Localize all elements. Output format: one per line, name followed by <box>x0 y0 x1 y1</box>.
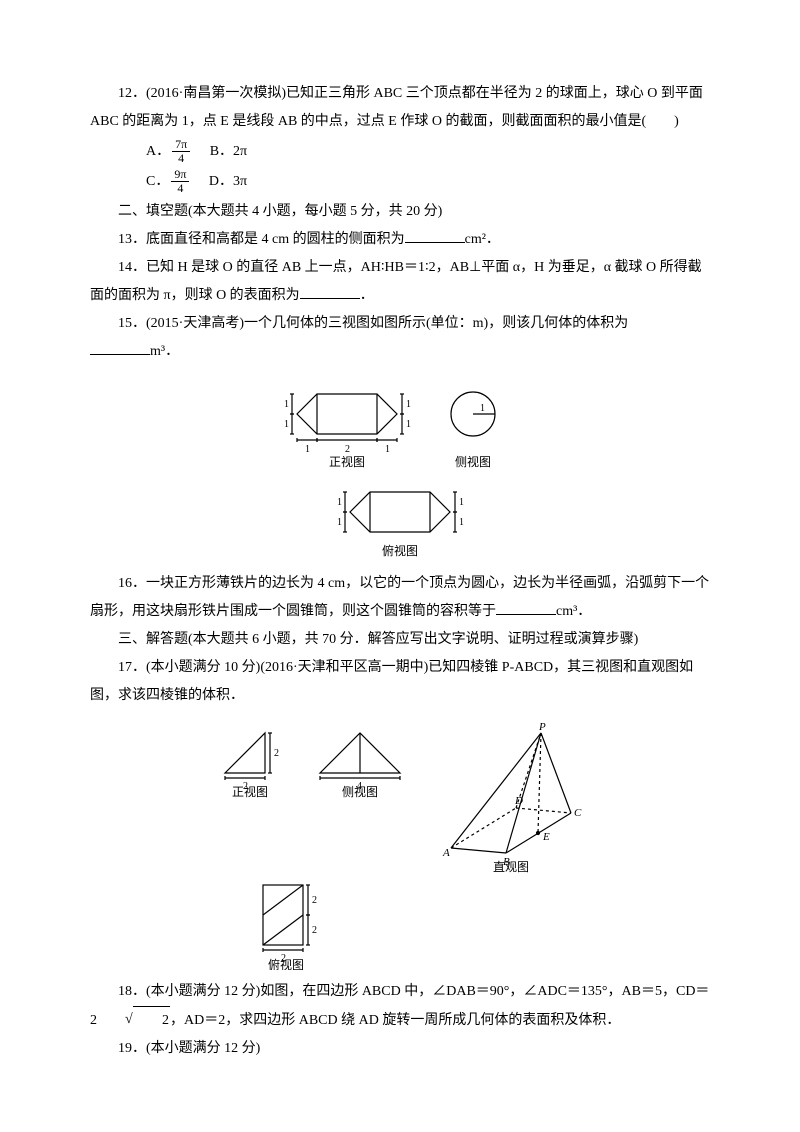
svg-text:俯视图: 俯视图 <box>268 957 304 970</box>
fig17-side-icon: 4 侧视图 <box>305 718 415 798</box>
fig15-front-label: 正视图 <box>329 454 365 469</box>
svg-text:1: 1 <box>284 419 289 430</box>
q15-cont: m³． <box>90 338 710 366</box>
svg-text:1: 1 <box>305 444 310 455</box>
blank-14 <box>300 284 360 299</box>
q18-sqrt: 2 <box>133 1006 170 1035</box>
q12-opts-row1: A．7π4 B．2π <box>90 138 710 166</box>
q12-text: 12．(2016·南昌第一次模拟)已知正三角形 ABC 三个顶点都在半径为 2 … <box>90 80 710 136</box>
q15-a: 15．(2015·天津高考)一个几何体的三视图如图所示(单位：m)，则该几何体的… <box>118 316 628 331</box>
q13: 13．底面直径和高都是 4 cm 的圆柱的侧面积为 cm²． <box>90 226 710 254</box>
fig17-top-icon: 2 2 2 俯视图 <box>248 875 328 970</box>
blank-16 <box>496 600 556 615</box>
optA-den: 4 <box>172 152 190 165</box>
svg-text:2: 2 <box>274 748 279 759</box>
q15-b: m³． <box>150 344 179 359</box>
fig15-top-label: 俯视图 <box>382 543 418 558</box>
optD: D．3π <box>209 174 247 189</box>
svg-text:1: 1 <box>406 419 411 430</box>
svg-text:侧视图: 侧视图 <box>342 784 378 798</box>
page: 12．(2016·南昌第一次模拟)已知正三角形 ABC 三个顶点都在半径为 2 … <box>0 0 800 1123</box>
svg-text:1: 1 <box>406 399 411 410</box>
optC-frac: 9π4 <box>171 168 189 195</box>
optA-num: 7π <box>172 138 190 152</box>
q14-a: 14．已知 H 是球 O 的直径 AB 上一点，AH∶HB＝1∶2，AB⊥平面 … <box>90 260 702 303</box>
optB: B．2π <box>210 144 247 159</box>
svg-text:1: 1 <box>337 497 342 508</box>
svg-text:1: 1 <box>480 403 485 414</box>
q19: 19．(本小题满分 12 分) <box>90 1035 710 1063</box>
svg-text:1: 1 <box>385 444 390 455</box>
sqrt-icon: 2 <box>97 1006 170 1035</box>
q16-b: cm³． <box>556 604 591 619</box>
svg-text:2: 2 <box>345 444 350 455</box>
section3-header: 三、解答题(本大题共 6 小题，共 70 分．解答应写出文字说明、证明过程或演算… <box>90 626 710 654</box>
q17: 17．(本小题满分 10 分)(2016·天津和平区高一期中)已知四棱锥 P-A… <box>90 654 710 710</box>
svg-text:2: 2 <box>312 895 317 906</box>
fig15-front-icon: 1 1 1 1 1 2 1 正视图 <box>282 374 412 469</box>
fig15-row2: 1 1 1 1 俯视图 <box>90 477 710 562</box>
svg-text:1: 1 <box>459 497 464 508</box>
svg-text:2: 2 <box>312 925 317 936</box>
q13-b: cm²． <box>465 232 500 247</box>
fig15-side-label: 侧视图 <box>455 454 491 469</box>
svg-text:E: E <box>542 831 550 843</box>
q16: 16．一块正方形薄铁片的边长为 4 cm，以它的一个顶点为圆心，边长为半径画弧，… <box>90 570 710 626</box>
optA-frac: 7π4 <box>172 138 190 165</box>
optC-pre: C． <box>146 174 169 189</box>
svg-text:P: P <box>538 721 546 733</box>
fig17-front-icon: 2 2 正视图 <box>210 718 290 798</box>
fig15-top-icon: 1 1 1 1 俯视图 <box>335 477 465 562</box>
q13-a: 13．底面直径和高都是 4 cm 的圆柱的侧面积为 <box>118 232 405 247</box>
svg-text:1: 1 <box>284 399 289 410</box>
svg-text:1: 1 <box>459 517 464 528</box>
section2-header: 二、填空题(本大题共 4 小题，每小题 5 分，共 20 分) <box>90 198 710 226</box>
svg-text:1: 1 <box>337 517 342 528</box>
svg-text:D: D <box>514 795 523 807</box>
q14-b: ． <box>360 288 374 303</box>
blank-13 <box>405 228 465 243</box>
fig17-row1: 2 2 正视图 4 侧视图 <box>90 718 710 873</box>
optC-den: 4 <box>171 182 189 195</box>
blank-15 <box>90 340 150 355</box>
q16-a: 16．一块正方形薄铁片的边长为 4 cm，以它的一个顶点为圆心，边长为半径画弧，… <box>90 576 709 619</box>
q18: 18．(本小题满分 12 分)如图，在四边形 ABCD 中，∠DAB＝90°，∠… <box>90 978 710 1035</box>
svg-text:C: C <box>574 807 582 819</box>
svg-text:直观图: 直观图 <box>492 860 528 873</box>
q18-b: ，AD＝2，求四边形 ABCD 绕 AD 旋转一周所成几何体的表面积及体积． <box>170 1013 620 1028</box>
optC-num: 9π <box>171 168 189 182</box>
fig17-persp-icon: P A B C D E 直观图 <box>431 718 591 873</box>
q12-opts-row2: C．9π4 D．3π <box>90 168 710 196</box>
q14: 14．已知 H 是球 O 的直径 AB 上一点，AH∶HB＝1∶2，AB⊥平面 … <box>90 254 710 310</box>
fig17-row2: 2 2 2 俯视图 <box>90 875 710 970</box>
optA-pre: A． <box>146 144 170 159</box>
svg-text:A: A <box>442 847 450 859</box>
q15: 15．(2015·天津高考)一个几何体的三视图如图所示(单位：m)，则该几何体的… <box>90 310 710 338</box>
svg-text:正视图: 正视图 <box>231 784 267 798</box>
fig15-row1: 1 1 1 1 1 2 1 正视图 1 侧视图 <box>90 374 710 469</box>
fig15-side-icon: 1 侧视图 <box>428 374 518 469</box>
